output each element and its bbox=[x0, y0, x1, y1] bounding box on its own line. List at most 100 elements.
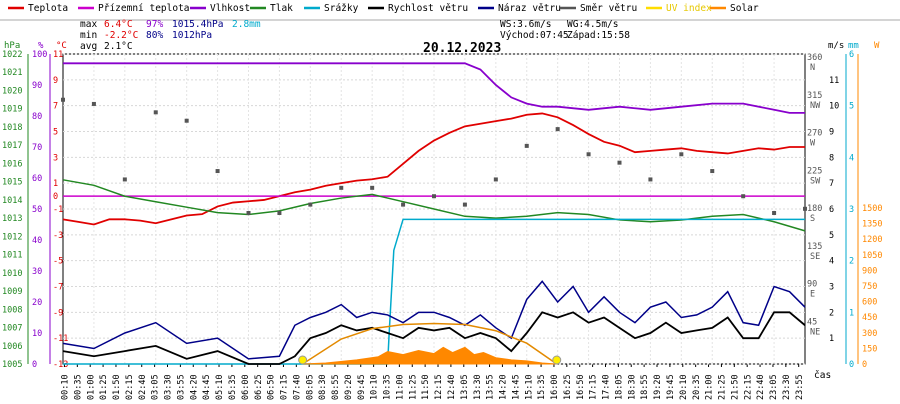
axis-unit-3: m/s bbox=[828, 41, 844, 51]
stats-avg-label: avg bbox=[80, 41, 97, 52]
x-tick-label: 00:35 bbox=[73, 374, 83, 400]
pressure-tick: 1012 bbox=[2, 232, 22, 242]
stats-min-hum: 80% bbox=[146, 30, 163, 41]
temperature-tick: 5 bbox=[53, 128, 58, 138]
wind-dir-point bbox=[61, 97, 65, 102]
temperature-tick: -13 bbox=[53, 360, 68, 370]
wind-speed-tick: 6 bbox=[829, 205, 834, 215]
legend-label-naraz: Náraz větru bbox=[498, 3, 561, 14]
humidity-tick: 10 bbox=[32, 329, 42, 339]
x-tick-label: 13:05 bbox=[460, 374, 470, 400]
wind-dir-point bbox=[524, 143, 529, 148]
x-tick-label: 20:10 bbox=[679, 374, 689, 400]
pressure-tick: 1014 bbox=[2, 196, 22, 206]
wind-dir-point bbox=[246, 211, 251, 215]
x-tick-label: 12:40 bbox=[447, 374, 457, 400]
x-tick-label: 05:35 bbox=[228, 374, 238, 400]
x-tick-label: 08:55 bbox=[331, 374, 341, 400]
solar-tick: 900 bbox=[862, 266, 877, 276]
temperature-tick: -1 bbox=[53, 205, 63, 215]
series-0 bbox=[62, 112, 805, 226]
wind-speed-tick: 4 bbox=[829, 257, 834, 267]
wind-wg: WG:4.5m/s bbox=[567, 19, 618, 30]
wind-speed-tick: 5 bbox=[829, 231, 834, 241]
x-tick-label: 12:15 bbox=[434, 374, 444, 400]
x-tick-label: 19:45 bbox=[666, 374, 676, 400]
pressure-tick: 1011 bbox=[2, 251, 22, 261]
legend-label-teplota: Teplota bbox=[28, 3, 68, 14]
x-tick-label: 02:40 bbox=[138, 374, 148, 400]
wind-dir-point bbox=[648, 177, 653, 182]
x-axis-label: čas bbox=[814, 370, 831, 381]
temperature-tick: -5 bbox=[53, 257, 63, 267]
axis-unit-1: % bbox=[38, 41, 44, 51]
wind-dir-point bbox=[370, 185, 375, 190]
wind-dir-point bbox=[679, 152, 684, 157]
pressure-tick: 1022 bbox=[2, 50, 22, 60]
x-tick-label: 04:45 bbox=[202, 374, 212, 400]
wind-dir-name: NE bbox=[810, 327, 820, 337]
x-tick-label: 13:55 bbox=[486, 374, 496, 400]
pressure-tick: 1010 bbox=[2, 269, 22, 279]
x-tick-label: 06:25 bbox=[254, 374, 264, 400]
x-tick-label: 04:20 bbox=[189, 374, 199, 400]
x-tick-label: 00:10 bbox=[61, 374, 71, 400]
pressure-tick: 1016 bbox=[2, 159, 22, 169]
temperature-tick: 1 bbox=[53, 179, 58, 189]
wind-dir-tick: 270 bbox=[807, 129, 822, 139]
x-tick-label: 15:35 bbox=[537, 374, 547, 400]
temperature-tick: 0 bbox=[53, 192, 58, 202]
stats-block: max min avg 6.4°C -2.2°C 2.1°C 97% 80% 1… bbox=[80, 19, 261, 52]
solar-tick: 1500 bbox=[862, 204, 882, 214]
wind-dir-name: NW bbox=[810, 101, 821, 111]
x-tick-label: 23:05 bbox=[769, 374, 779, 400]
solar-theoretical-line bbox=[302, 322, 558, 365]
humidity-tick: 90 bbox=[32, 81, 42, 91]
legend-label-prizemni: Přízemní teplota bbox=[98, 3, 190, 14]
wind-dir-tick: 45 bbox=[807, 317, 817, 327]
wind-dir-point bbox=[215, 169, 220, 174]
pressure-tick: 1021 bbox=[2, 68, 22, 78]
x-tick-label: 03:55 bbox=[176, 374, 186, 400]
temperature-tick: 9 bbox=[53, 76, 58, 86]
x-tick-label: 01:00 bbox=[86, 374, 96, 400]
sun-markers bbox=[298, 355, 562, 365]
stats-max-hum: 97% bbox=[146, 19, 163, 30]
pressure-tick: 1020 bbox=[2, 86, 22, 96]
x-tick-label: 18:55 bbox=[640, 374, 650, 400]
legend-label-rychlost: Rychlost větru bbox=[388, 3, 468, 14]
pressure-tick: 1018 bbox=[2, 123, 22, 133]
wind-dir-point bbox=[339, 185, 344, 190]
x-tick-label: 01:50 bbox=[112, 374, 122, 400]
wind-dir-point bbox=[122, 177, 127, 182]
wind-dir-point bbox=[741, 194, 746, 199]
wind-dir-tick: 360 bbox=[807, 53, 822, 63]
axis-unit-5: W bbox=[874, 41, 880, 51]
x-tick-label: 22:40 bbox=[756, 374, 766, 400]
wind-dir-tick: 90 bbox=[807, 280, 817, 290]
x-tick-label: 07:40 bbox=[292, 374, 302, 400]
wind-dir-point bbox=[153, 110, 158, 115]
x-tick-label: 07:15 bbox=[280, 374, 290, 400]
humidity-tick: 30 bbox=[32, 267, 42, 277]
x-tick-label: 03:05 bbox=[151, 374, 161, 400]
wind-speed-tick: 9 bbox=[829, 128, 834, 138]
pressure-tick: 1005 bbox=[2, 360, 22, 370]
wind-dir-point bbox=[432, 194, 436, 199]
x-tick-label: 21:00 bbox=[705, 374, 715, 400]
x-tick-label: 21:50 bbox=[730, 374, 740, 400]
x-tick-label: 23:55 bbox=[795, 374, 805, 400]
x-tick-label: 15:10 bbox=[524, 374, 534, 400]
x-tick-label: 03:30 bbox=[164, 374, 174, 400]
humidity-tick: 100 bbox=[32, 50, 47, 60]
rain-tick: 4 bbox=[849, 153, 854, 163]
wind-speed-tick: 3 bbox=[829, 283, 834, 293]
wind-speed-tick: 2 bbox=[829, 308, 834, 318]
solar-tick: 150 bbox=[862, 344, 877, 354]
rain-tick: 5 bbox=[849, 102, 854, 112]
x-tick-label: 10:35 bbox=[383, 374, 393, 400]
pressure-tick: 1009 bbox=[2, 287, 22, 297]
x-tick-label: 11:25 bbox=[408, 374, 418, 400]
humidity-tick: 80 bbox=[32, 112, 42, 122]
